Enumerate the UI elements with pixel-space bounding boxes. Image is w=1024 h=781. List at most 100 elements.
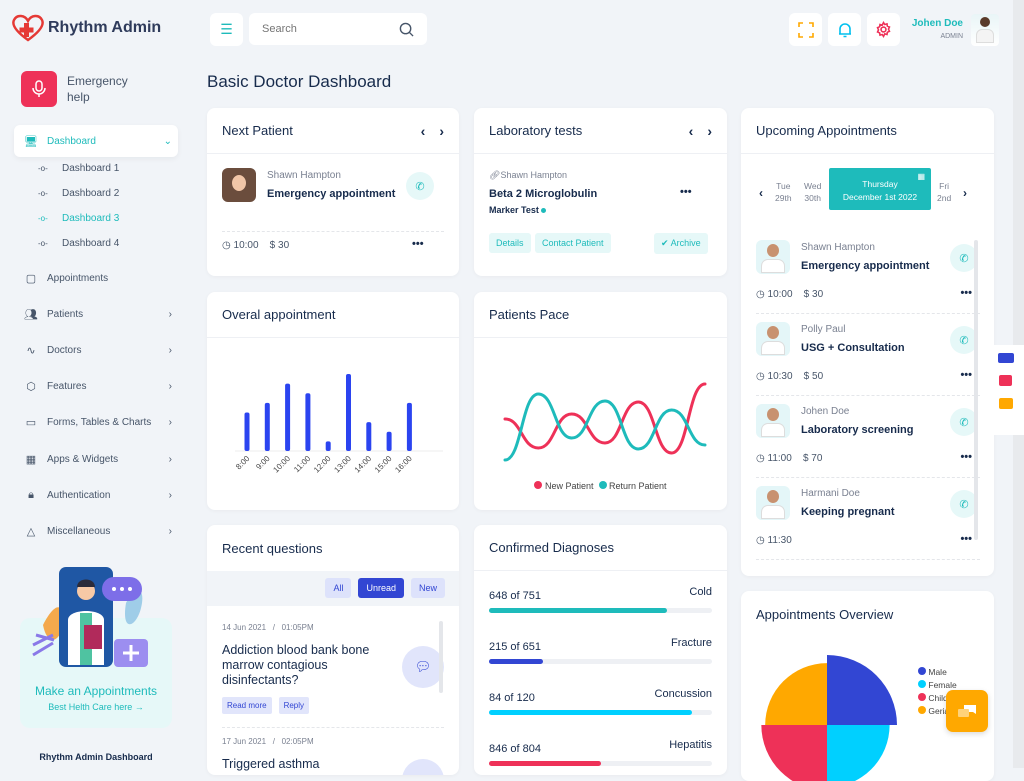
settings-button[interactable]: [867, 13, 900, 46]
next-icon[interactable]: ›: [439, 122, 444, 139]
appointment-item[interactable]: Johen Doe Laboratory screening ✆ ◷ 11:00 $ …: [756, 396, 980, 478]
sidebar-subitem-label: Dashboard 1: [62, 163, 120, 174]
legend-item[interactable]: Geriatric: [918, 705, 961, 718]
sidebar-item[interactable]: 🔒︎ Authentication ›: [14, 479, 178, 511]
sidebar-subitem[interactable]: -o- Dashboard 1: [38, 163, 119, 174]
chat-button[interactable]: 💬︎: [402, 646, 444, 688]
call-button[interactable]: ✆: [950, 326, 978, 354]
more-icon[interactable]: •••: [960, 533, 972, 545]
progress-fill: [489, 608, 668, 613]
lock-icon: 🔒︎: [28, 488, 34, 501]
slice-male: [827, 655, 897, 725]
contact-patient-button[interactable]: Contact Patient: [534, 233, 611, 253]
sidebar-item[interactable]: ▢ Appointments: [14, 262, 178, 294]
legend-item[interactable]: Female: [918, 679, 961, 692]
prev-date-icon[interactable]: ‹: [759, 186, 763, 200]
notifications-button[interactable]: [828, 13, 861, 46]
sidebar-item-label: Dashboard: [47, 135, 96, 147]
legend-item[interactable]: Child: [918, 692, 961, 705]
sidebar-item-label: Features: [47, 381, 87, 393]
day-name: Tue: [776, 181, 791, 191]
archive-label: Archive: [670, 238, 701, 248]
appointment-item[interactable]: Shawn Hampton Emergency appointment ✆ ◷ 10:…: [756, 232, 980, 314]
phone-icon: ✆: [959, 334, 969, 347]
call-button[interactable]: ✆: [406, 172, 434, 200]
time: 10:00: [767, 289, 793, 300]
chevron-right-icon: ›: [168, 381, 172, 393]
next-icon[interactable]: ›: [707, 122, 712, 139]
legend-return-patient[interactable]: Return Patient: [598, 481, 667, 491]
bar: [406, 402, 412, 451]
user-menu[interactable]: Johen Doe ADMIN: [905, 14, 1005, 48]
prev-icon[interactable]: ‹: [420, 122, 426, 139]
more-icon[interactable]: •••: [960, 369, 972, 381]
more-icon[interactable]: •••: [412, 238, 424, 250]
chat-button[interactable]: [402, 759, 444, 775]
brand-logo[interactable]: Rhythm Admin: [10, 14, 161, 42]
appointment-item[interactable]: Harmani Doe Keeping pregnant ✆ ◷ 11:30 •••: [756, 478, 980, 560]
microphone-icon: [32, 80, 46, 97]
camera-icon[interactable]: [998, 353, 1014, 363]
archive-button[interactable]: ✔ Archive: [654, 233, 708, 254]
more-icon[interactable]: •••: [960, 451, 972, 463]
call-button[interactable]: ✆: [950, 490, 978, 518]
laboratory-card: Laboratory tests ‹ › 🔗︎Shawn Hampton Beta …: [474, 108, 727, 276]
legend-item[interactable]: Male: [918, 666, 961, 679]
date-fri[interactable]: Fri 2nd: [937, 180, 951, 204]
filter-all-button[interactable]: All: [325, 578, 352, 598]
image-icon[interactable]: [999, 375, 1012, 386]
circle-dot-icon: -o-: [38, 239, 48, 248]
phone-icon: ✆: [415, 180, 425, 193]
question-text[interactable]: Triggered asthma: [222, 757, 320, 771]
date-active[interactable]: ▦ Thursday December 1st 2022: [829, 168, 931, 210]
read-more-button[interactable]: Read more: [222, 697, 272, 714]
sidebar-item[interactable]: ▭ Forms, Tables & Charts ›: [14, 407, 178, 439]
diagnosis-count: 215 of 651: [489, 641, 541, 653]
call-button[interactable]: ✆: [950, 244, 978, 272]
prev-icon[interactable]: ‹: [688, 122, 694, 139]
question-text[interactable]: Addiction blood bank bone marrow contagi…: [222, 643, 370, 687]
details-button[interactable]: Details: [489, 233, 531, 253]
sidebar-item-label: Appointments: [47, 272, 109, 284]
sidebar-subitem[interactable]: -o- Dashboard 4: [38, 238, 119, 249]
sidebar-item[interactable]: ∿ Doctors ›: [14, 334, 178, 366]
more-icon[interactable]: •••: [680, 186, 692, 198]
more-icon[interactable]: •••: [960, 287, 972, 299]
chat-fab[interactable]: [946, 690, 988, 732]
legend-new-patient[interactable]: New Patient: [534, 481, 593, 491]
folder-icon[interactable]: [999, 398, 1013, 409]
sidebar-item-label: Miscellaneous: [47, 525, 111, 537]
avatar: [222, 168, 256, 202]
promo-link[interactable]: Best Helth Care here →: [48, 702, 144, 712]
sidebar-item-dashboard[interactable]: 🖥 Dashboard ⌄: [14, 125, 178, 157]
sidebar-item[interactable]: ⬡ Features ›: [14, 371, 178, 403]
list-scrollbar[interactable]: [439, 621, 443, 693]
list-scrollbar[interactable]: [974, 240, 978, 540]
diagnosis-count: 84 of 120: [489, 692, 535, 704]
x-tick-label: 8:00: [234, 454, 252, 472]
emergency-help[interactable]: Emergency help: [21, 71, 147, 107]
appointment-item[interactable]: Polly Paul USG + Consultation ✆ ◷ 10:30 $ 5…: [756, 314, 980, 396]
sidebar-item[interactable]: △ Miscellaneous ›: [14, 515, 178, 547]
patient-name: Shawn Hampton: [801, 242, 875, 253]
time: 11:00: [767, 453, 792, 464]
search-box[interactable]: [249, 13, 427, 45]
search-icon[interactable]: [399, 22, 414, 37]
sidebar-subitem[interactable]: -o- Dashboard 3: [38, 213, 119, 224]
call-button[interactable]: ✆: [950, 408, 978, 436]
next-date-icon[interactable]: ›: [963, 186, 967, 200]
card-title: Patients Pace: [489, 307, 570, 322]
fullscreen-button[interactable]: [789, 13, 822, 46]
date-tue[interactable]: Tue 29th: [775, 180, 792, 204]
sidebar-item[interactable]: ▦ Apps & Widgets ›: [14, 443, 178, 475]
date-wed[interactable]: Wed 30th: [804, 180, 821, 204]
reply-button[interactable]: Reply: [278, 697, 310, 714]
filter-unread-button[interactable]: Unread: [358, 578, 404, 598]
price: $ 30: [803, 289, 824, 300]
menu-toggle-button[interactable]: ☰: [210, 13, 243, 46]
search-input[interactable]: [262, 23, 382, 35]
filter-new-button[interactable]: New: [410, 578, 445, 598]
sidebar-item[interactable]: 👥︎ Patients ›: [14, 298, 178, 330]
sidebar-subitem[interactable]: -o- Dashboard 2: [38, 188, 119, 199]
card-title: Next Patient: [222, 123, 293, 138]
